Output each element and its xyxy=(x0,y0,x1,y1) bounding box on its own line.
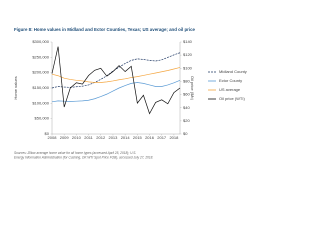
x-tick-label: 2016 xyxy=(145,135,155,140)
y2-tick-label: $40 xyxy=(183,105,190,110)
series-line xyxy=(51,46,181,115)
y-tick-label: $150,000 xyxy=(32,85,49,90)
x-tick-label: 2014 xyxy=(121,135,131,140)
legend-label: Midland County xyxy=(219,69,247,74)
source-note: Sources: Zillow average home value for a… xyxy=(14,151,153,160)
y2-tick-label: $140 xyxy=(183,39,193,44)
y-axis-label: Home values xyxy=(13,76,18,99)
series-line xyxy=(51,80,181,103)
y-tick-label: $200,000 xyxy=(32,70,49,75)
y2-tick-label: $0 xyxy=(183,131,188,136)
x-tick-label: 2017 xyxy=(157,135,167,140)
x-tick-label: 2008 xyxy=(48,135,58,140)
chart-title: Figure 8: Home values in Midland and Ect… xyxy=(14,27,196,32)
y2-tick-label: $100 xyxy=(183,65,193,70)
legend-label: Oil price (WTI) xyxy=(219,96,245,101)
y-tick-label: $250,000 xyxy=(32,54,49,59)
legend-label: Ector County xyxy=(219,78,242,83)
x-tick-label: 2011 xyxy=(84,135,93,140)
series-line xyxy=(51,67,181,83)
x-tick-label: 2015 xyxy=(133,135,143,140)
chart: Figure 8: Home values in Midland and Ect… xyxy=(13,27,247,160)
y2-tick-label: $80 xyxy=(183,78,190,83)
legend-label: US average xyxy=(219,87,241,92)
series-line xyxy=(51,52,181,89)
x-tick-label: 2010 xyxy=(72,135,82,140)
y2-tick-label: $20 xyxy=(183,118,190,123)
y2-tick-label: $120 xyxy=(183,52,193,57)
x-tick-label: 2013 xyxy=(108,135,118,140)
x-tick-label: 2009 xyxy=(60,135,70,140)
x-tick-label: 2018 xyxy=(169,135,179,140)
y-tick-label: $300,000 xyxy=(32,39,49,44)
y2-axis-label: Oil price ($/b) xyxy=(190,76,195,101)
y-tick-label: $50,000 xyxy=(35,116,50,121)
y-tick-label: $100,000 xyxy=(32,100,49,105)
y-tick-label: $0 xyxy=(45,131,50,136)
x-tick-label: 2012 xyxy=(96,135,106,140)
y2-tick-label: $60 xyxy=(183,92,190,97)
